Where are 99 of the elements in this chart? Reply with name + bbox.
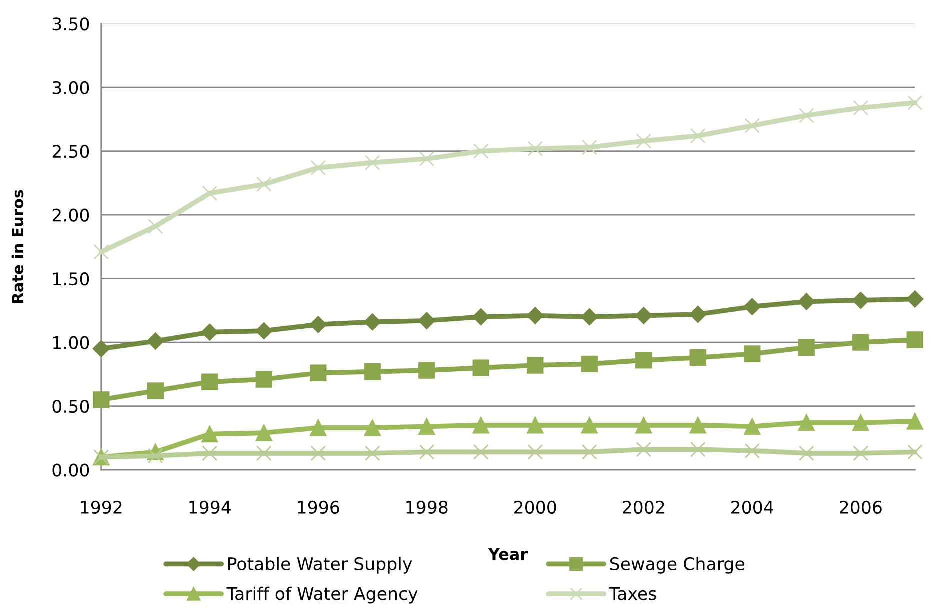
point xyxy=(582,444,598,460)
point xyxy=(636,352,652,369)
point xyxy=(473,444,489,460)
point xyxy=(364,155,380,170)
point xyxy=(418,362,436,379)
point xyxy=(907,444,923,460)
point xyxy=(256,446,272,462)
point xyxy=(310,420,327,436)
point xyxy=(310,316,327,334)
point xyxy=(744,298,761,316)
point xyxy=(798,446,814,462)
x-tick-label: 1996 xyxy=(298,500,340,514)
point xyxy=(907,95,923,111)
legend-label: Sewage Charge xyxy=(610,557,744,574)
point xyxy=(690,128,706,144)
point xyxy=(636,417,652,434)
point xyxy=(744,346,761,362)
point xyxy=(744,418,761,436)
point xyxy=(310,364,327,382)
point xyxy=(93,392,110,408)
point xyxy=(202,186,218,202)
y-tick-label: 1.00 xyxy=(54,336,90,350)
y-tick-label: 1.50 xyxy=(54,272,90,286)
point xyxy=(582,140,598,156)
point xyxy=(581,308,598,326)
point xyxy=(364,420,381,436)
point xyxy=(581,417,598,434)
x-tick-label: 1998 xyxy=(406,500,448,514)
point xyxy=(636,134,652,149)
point xyxy=(528,444,544,460)
point xyxy=(256,176,272,192)
point xyxy=(148,448,164,464)
point xyxy=(418,312,436,330)
point xyxy=(798,339,815,356)
point xyxy=(147,332,164,350)
point xyxy=(202,374,218,390)
point xyxy=(852,292,870,310)
y-axis-title: Rate in Euros xyxy=(12,190,24,303)
point xyxy=(310,446,326,462)
point xyxy=(636,442,652,458)
y-tick-label: 0.00 xyxy=(52,464,90,477)
x-tick-label: 1992 xyxy=(81,500,122,514)
x-tick-label: 2006 xyxy=(840,500,882,514)
point xyxy=(581,356,598,373)
point xyxy=(472,360,490,376)
point xyxy=(798,108,814,124)
point xyxy=(202,446,218,462)
point xyxy=(527,357,544,374)
point xyxy=(418,418,436,436)
point xyxy=(853,446,869,462)
legend-label: Potable Water Supply xyxy=(228,557,412,574)
y-tick-label: 0.50 xyxy=(52,400,90,414)
point xyxy=(635,307,652,324)
point xyxy=(528,141,544,156)
point xyxy=(473,144,489,159)
point xyxy=(798,293,816,310)
x-tick-label: 2004 xyxy=(732,500,774,514)
point xyxy=(526,307,544,324)
point xyxy=(906,332,924,348)
point xyxy=(852,414,870,432)
point xyxy=(690,442,706,458)
point xyxy=(744,443,760,459)
point xyxy=(852,334,870,351)
point xyxy=(906,290,924,308)
point xyxy=(690,417,706,434)
legend-label: Tariff of Water Agency xyxy=(226,586,418,604)
point xyxy=(92,340,110,358)
point xyxy=(256,322,273,340)
point xyxy=(690,306,707,324)
y-tick-label: 2.00 xyxy=(52,208,90,222)
x-axis-title: Year xyxy=(488,548,528,560)
point xyxy=(364,314,382,331)
point xyxy=(853,100,869,116)
x-tick-label: 2000 xyxy=(514,500,556,514)
legend-label: Taxes xyxy=(609,587,656,600)
point xyxy=(256,424,272,442)
point xyxy=(744,118,760,134)
point xyxy=(256,371,272,388)
point xyxy=(364,446,380,462)
y-tick-label: 3.50 xyxy=(52,18,90,31)
y-tick-label: 2.50 xyxy=(52,145,90,158)
point xyxy=(201,324,218,341)
point xyxy=(147,382,164,400)
y-tick-label: 3.00 xyxy=(52,81,90,94)
point xyxy=(906,413,924,430)
point xyxy=(310,160,326,176)
point xyxy=(798,414,815,432)
point xyxy=(419,444,435,460)
point xyxy=(527,417,544,434)
point xyxy=(202,426,218,443)
point xyxy=(148,218,164,234)
point xyxy=(419,151,435,167)
point xyxy=(364,364,381,380)
point xyxy=(472,308,490,326)
point xyxy=(472,417,490,434)
point xyxy=(690,350,706,366)
x-tick-label: 1994 xyxy=(190,500,231,514)
point xyxy=(94,244,110,260)
x-tick-label: 2002 xyxy=(623,500,664,514)
